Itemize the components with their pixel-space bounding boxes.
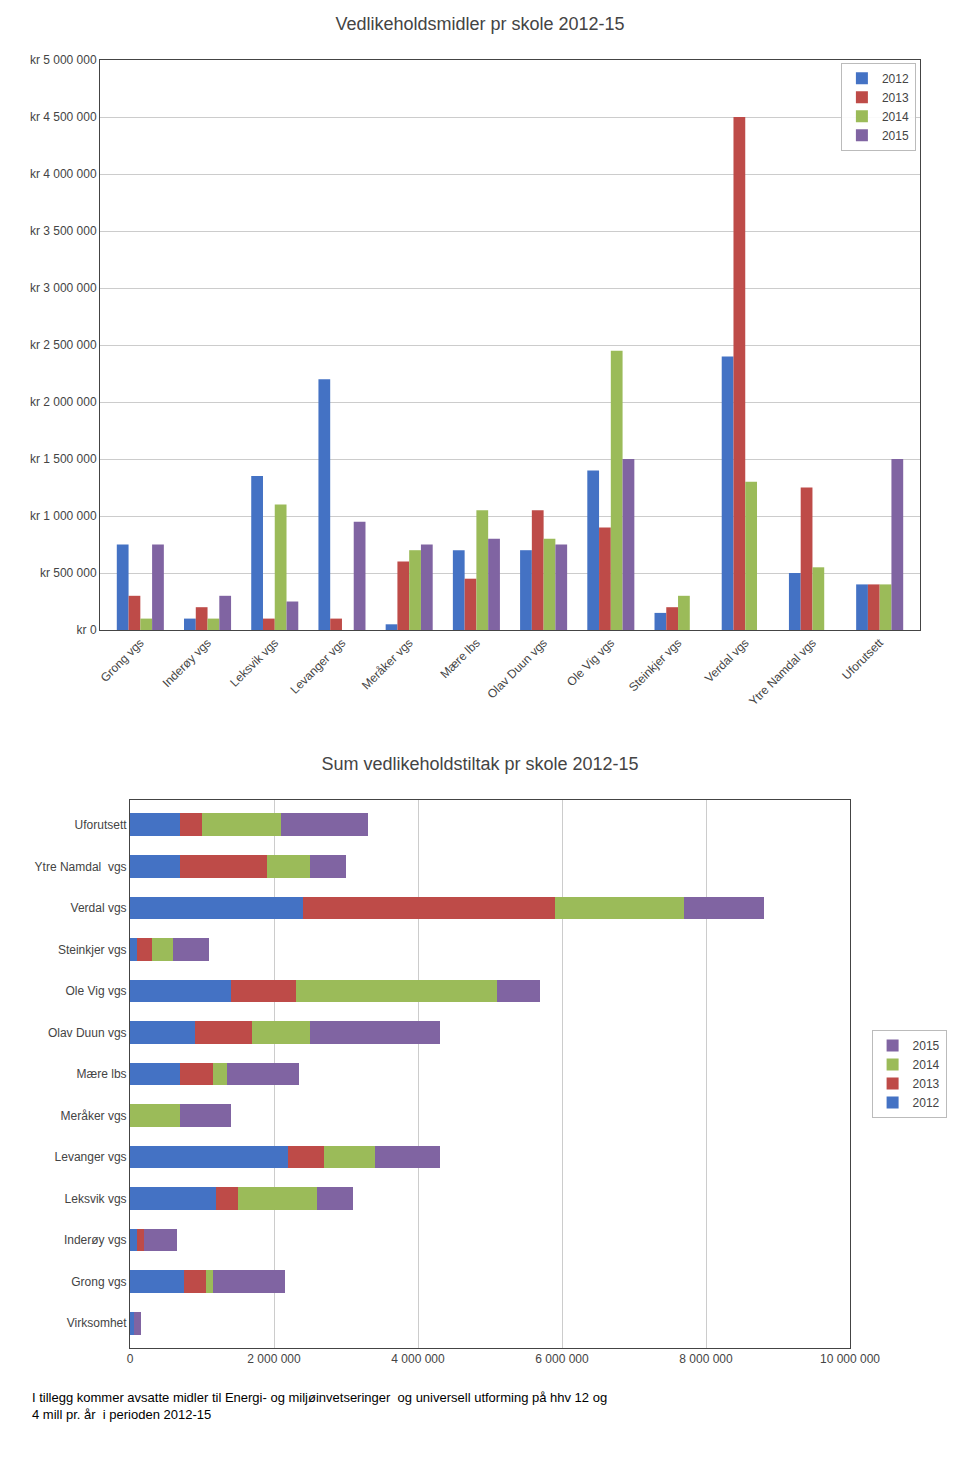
svg-text:Ole Vig vgs: Ole Vig vgs [65, 984, 126, 998]
svg-text:2014: 2014 [882, 110, 909, 124]
svg-text:kr 3 500 000: kr 3 500 000 [30, 224, 97, 238]
svg-text:2012: 2012 [882, 72, 909, 86]
svg-text:kr 4 500 000: kr 4 500 000 [30, 110, 97, 124]
svg-text:Verdal vgs: Verdal vgs [702, 636, 752, 686]
svg-text:Inderøy vgs: Inderøy vgs [64, 1233, 127, 1247]
svg-text:Leksvik vgs: Leksvik vgs [65, 1192, 127, 1206]
svg-text:10 000 000: 10 000 000 [820, 1352, 880, 1366]
svg-text:Mære lbs: Mære lbs [77, 1067, 127, 1081]
svg-text:kr 4 000 000: kr 4 000 000 [30, 167, 97, 181]
svg-text:kr 2 000 000: kr 2 000 000 [30, 395, 97, 409]
svg-text:Meråker vgs: Meråker vgs [61, 1109, 127, 1123]
svg-text:I tillegg kommer avsatte midle: I tillegg kommer avsatte midler til Ener… [32, 1390, 607, 1422]
svg-text:Leksvik vgs: Leksvik vgs [227, 636, 281, 690]
svg-text:Sum vedlikeholdstiltak pr skol: Sum vedlikeholdstiltak pr skole 2012-15 [321, 754, 638, 774]
svg-text:2014: 2014 [913, 1058, 940, 1072]
svg-text:Virksomhet: Virksomhet [67, 1316, 127, 1330]
svg-text:2 000 000: 2 000 000 [247, 1352, 301, 1366]
svg-text:6 000 000: 6 000 000 [535, 1352, 589, 1366]
svg-text:Meråker vgs: Meråker vgs [359, 636, 416, 693]
svg-text:kr 2 500 000: kr 2 500 000 [30, 338, 97, 352]
svg-text:0: 0 [127, 1352, 134, 1366]
svg-text:2012: 2012 [913, 1096, 940, 1110]
svg-text:2015: 2015 [882, 129, 909, 143]
svg-text:Ytre Namdal vgs: Ytre Namdal vgs [35, 860, 127, 874]
svg-text:Levanger vgs: Levanger vgs [287, 636, 348, 697]
svg-text:kr 3 000 000: kr 3 000 000 [30, 281, 97, 295]
svg-text:Verdal vgs: Verdal vgs [71, 901, 127, 915]
svg-text:kr 1 000 000: kr 1 000 000 [30, 509, 97, 523]
svg-text:2015: 2015 [913, 1039, 940, 1053]
svg-text:2013: 2013 [913, 1077, 940, 1091]
svg-text:8 000 000: 8 000 000 [679, 1352, 733, 1366]
svg-text:kr 1 500 000: kr 1 500 000 [30, 452, 97, 466]
svg-text:Ytre Namdal vgs: Ytre Namdal vgs [746, 636, 819, 709]
svg-text:Olav Duun vgs: Olav Duun vgs [484, 636, 550, 702]
svg-text:Steinkjer vgs: Steinkjer vgs [58, 943, 127, 957]
svg-text:Vedlikeholdsmidler pr skole 20: Vedlikeholdsmidler pr skole 2012-15 [335, 14, 624, 34]
svg-text:2013: 2013 [882, 91, 909, 105]
svg-text:Levanger vgs: Levanger vgs [55, 1150, 127, 1164]
svg-text:Uforutsett: Uforutsett [75, 818, 128, 832]
svg-text:kr 0: kr 0 [77, 623, 97, 637]
svg-text:4 000 000: 4 000 000 [391, 1352, 445, 1366]
svg-text:Grong vgs: Grong vgs [71, 1275, 126, 1289]
svg-text:Steinkjer vgs: Steinkjer vgs [626, 636, 684, 694]
svg-text:Ole Vig vgs: Ole Vig vgs [564, 636, 617, 689]
svg-text:Grong vgs: Grong vgs [98, 636, 147, 685]
svg-text:Olav Duun vgs: Olav Duun vgs [48, 1026, 127, 1040]
svg-text:kr 500 000: kr 500 000 [40, 566, 97, 580]
svg-text:kr 5 000 000: kr 5 000 000 [30, 53, 97, 67]
svg-text:Mære lbs: Mære lbs [437, 636, 482, 681]
svg-text:Uforutsett: Uforutsett [839, 635, 886, 682]
svg-text:Inderøy vgs: Inderøy vgs [160, 636, 214, 690]
